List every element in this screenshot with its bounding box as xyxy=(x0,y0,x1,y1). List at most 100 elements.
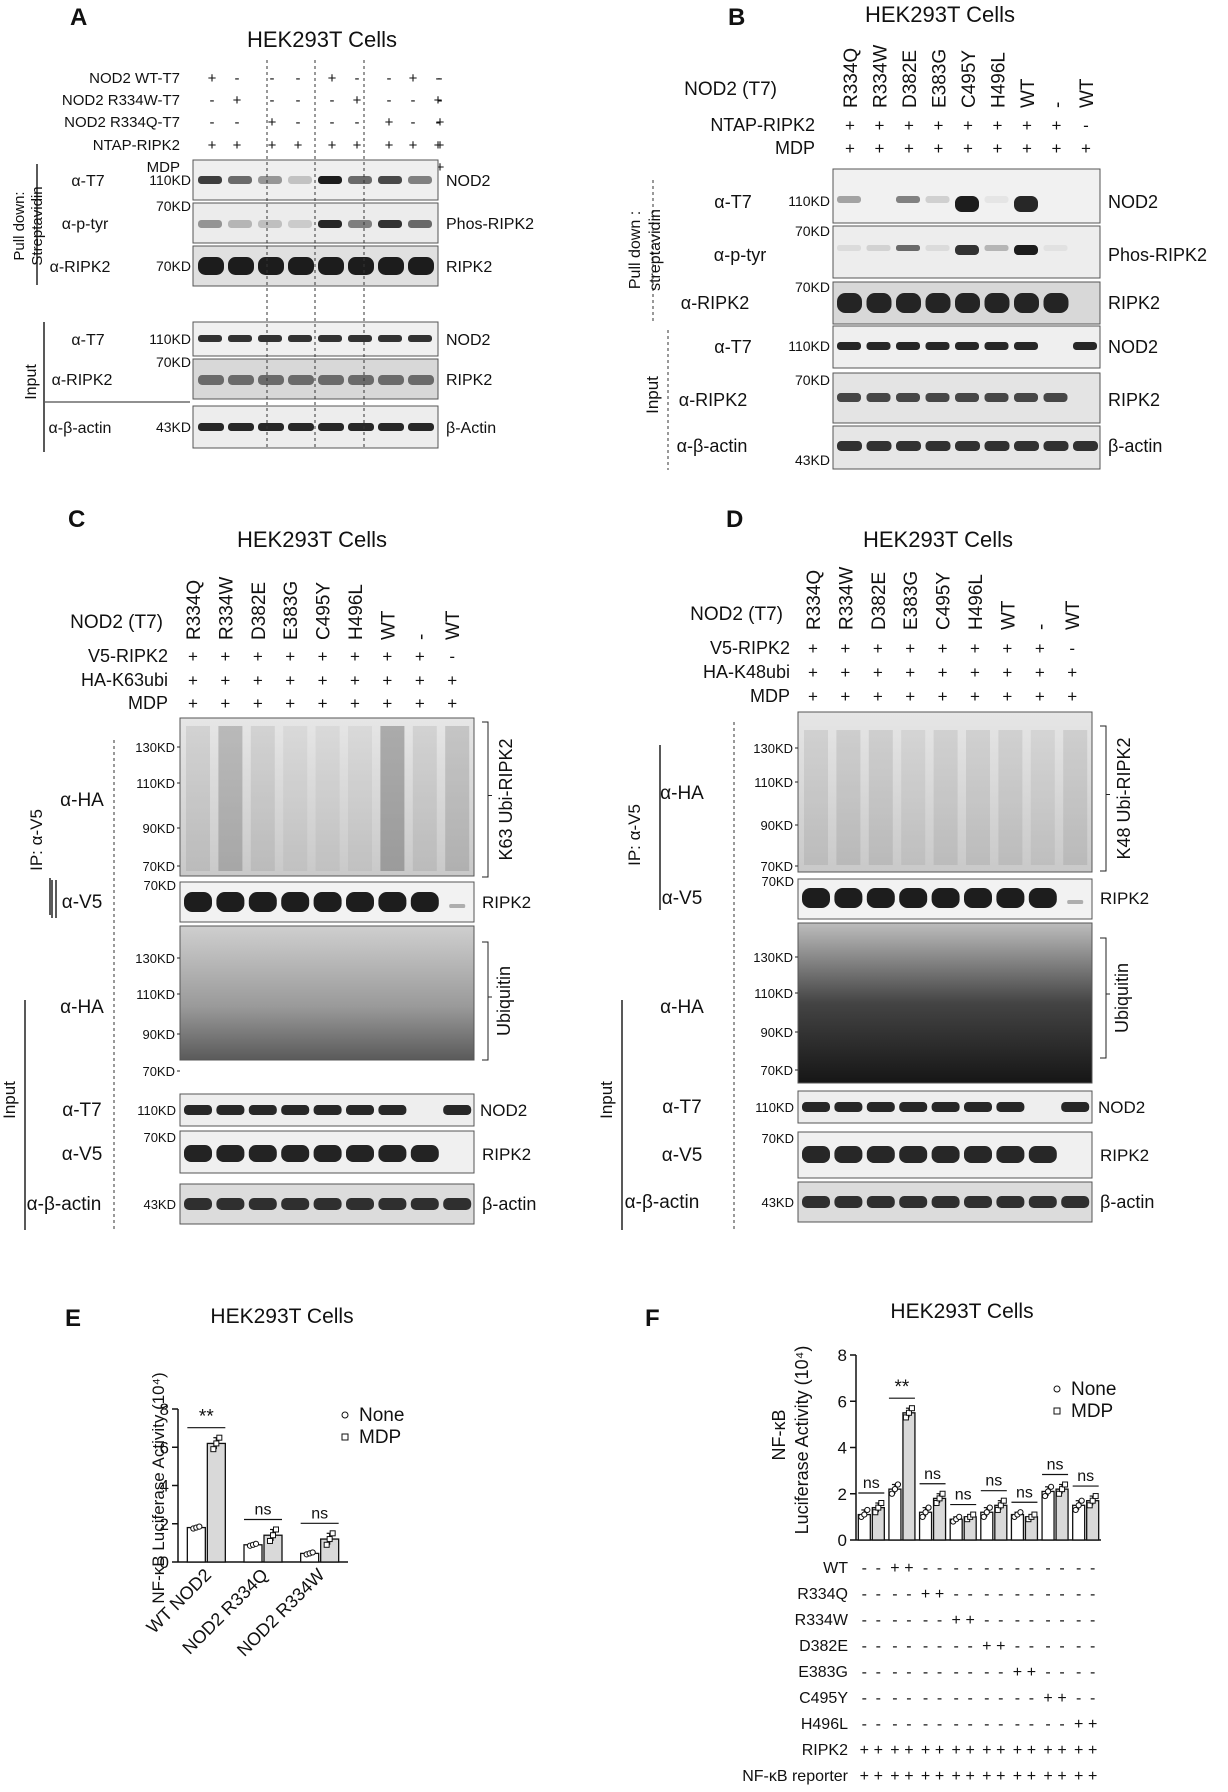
e-plot-legend-label: None xyxy=(359,1405,404,1426)
f-condition-sign: - xyxy=(1076,1586,1081,1603)
d-v5b-band xyxy=(931,1146,960,1163)
d-lane-label: H496L xyxy=(966,574,987,630)
b-row-sign: + xyxy=(845,139,855,158)
f-condition-sign: + xyxy=(935,1586,944,1603)
d-actin-band xyxy=(996,1196,1025,1208)
d-lane-label: C495Y xyxy=(934,572,955,630)
f-plot-sig: ns xyxy=(924,1466,941,1483)
e-plot-bar xyxy=(186,1526,206,1563)
f-condition-sign: + xyxy=(890,1742,899,1759)
f-condition-sign: - xyxy=(1029,1586,1034,1603)
d-ubi-smear xyxy=(966,730,990,865)
e-plot-ytick: 6 xyxy=(160,1438,169,1457)
d-name-ubi: K48 Ubi-RIPK2 xyxy=(1114,737,1134,859)
c-ab-ha: α-HA xyxy=(60,790,104,811)
b-row-sign: + xyxy=(904,139,914,158)
d-v5-band xyxy=(1067,900,1084,904)
f-condition-sign: - xyxy=(906,1716,911,1733)
d-actin-band xyxy=(802,1196,830,1208)
c-ab-v5: α-V5 xyxy=(62,892,103,913)
d-actin-band xyxy=(1028,1196,1057,1208)
a-row-sign: - xyxy=(330,114,335,131)
d-row-sign: + xyxy=(905,663,915,682)
b-ripk2-band xyxy=(984,293,1010,313)
d-row-sign: + xyxy=(1067,663,1077,682)
a-row-sign: + xyxy=(385,137,394,154)
f-condition-sign: - xyxy=(906,1664,911,1681)
b-row-sign: + xyxy=(993,116,1003,135)
e-plot-bar xyxy=(206,1442,226,1563)
b-phos-band xyxy=(896,245,920,251)
a-blot-name: Phos-RIPK2 xyxy=(446,216,534,233)
panel-c-letter: C xyxy=(68,506,85,533)
f-condition-sign: - xyxy=(937,1664,942,1681)
f-plot-point xyxy=(861,1511,868,1518)
a-row-sign: - xyxy=(438,92,443,109)
d-ip-label: IP: α-V5 xyxy=(625,804,644,866)
d-t7-band xyxy=(866,1102,895,1112)
a-actin-band xyxy=(228,423,254,431)
e-plot-ytick: 2 xyxy=(160,1515,169,1534)
d-row-sign: + xyxy=(1035,663,1045,682)
panel-d-title: HEK293T Cells xyxy=(863,527,1013,552)
e-plot-point xyxy=(326,1536,333,1543)
f-condition-sign: - xyxy=(1029,1612,1034,1629)
d-v5b-band xyxy=(866,1146,895,1163)
b-lane-label: C495Y xyxy=(959,50,980,108)
c-row-sign: + xyxy=(350,694,360,713)
b-in-nod2-band xyxy=(1014,342,1038,350)
c-t7-band xyxy=(248,1105,277,1115)
f-condition-sign: + xyxy=(1013,1664,1022,1681)
f-condition-label: NF-κB reporter xyxy=(742,1768,848,1785)
f-plot-ytick: 2 xyxy=(838,1485,847,1504)
d-name-ripk2: RIPK2 xyxy=(1100,889,1149,908)
a-in-nod2-band xyxy=(318,335,342,342)
a-blot-mw: 70KD xyxy=(156,198,191,214)
d-row-label: V5-RIPK2 xyxy=(710,638,790,658)
f-condition-sign: - xyxy=(862,1586,867,1603)
c-v5-band xyxy=(281,892,310,912)
c-actin-band xyxy=(248,1198,277,1210)
f-plot-point xyxy=(908,1405,915,1412)
f-plot-point xyxy=(970,1511,977,1518)
c-input-label: Input xyxy=(0,1081,19,1119)
f-condition-sign: - xyxy=(906,1586,911,1603)
d-ubi-smear xyxy=(933,730,958,865)
a-in-nod2-band xyxy=(198,335,222,342)
b-row-label: NTAP-RIPK2 xyxy=(710,115,815,135)
f-condition-sign: - xyxy=(954,1690,959,1707)
a-row-sign: + xyxy=(233,92,242,109)
b-blot-name: NOD2 xyxy=(1108,337,1158,357)
c-row-sign: + xyxy=(285,647,295,666)
b-ripk2-band xyxy=(1014,293,1039,313)
d-v5b-band xyxy=(834,1146,863,1163)
d-mw: 70KD xyxy=(761,874,794,889)
a-row-sign: + xyxy=(208,70,217,87)
f-condition-label: H496L xyxy=(801,1716,848,1733)
d-t7-band xyxy=(834,1102,863,1112)
f-condition-sign: + xyxy=(904,1742,913,1759)
d-row-sign: + xyxy=(808,639,818,658)
f-plot-point xyxy=(1041,1492,1049,1500)
a-row-sign: - xyxy=(436,114,441,131)
d-v5-band xyxy=(899,888,928,908)
f-condition-sign: + xyxy=(890,1768,899,1785)
a-row-sign: - xyxy=(438,70,443,87)
c-row-sign: + xyxy=(220,647,230,666)
d-lane-label: R334W xyxy=(836,567,857,630)
f-condition-sign: - xyxy=(1059,1716,1064,1733)
e-plot-sig: ns xyxy=(311,1505,328,1522)
d-actin-band xyxy=(899,1196,928,1208)
panel-a: A HEK293T Cells NOD2 WT-T7 + - - - + - - + --NOD2… xyxy=(11,4,534,452)
e-plot-legend-marker xyxy=(341,1433,349,1441)
f-plot-legend-marker xyxy=(1053,1385,1061,1393)
f-condition-sign: - xyxy=(876,1664,881,1681)
b-row-sign: + xyxy=(934,116,944,135)
d-t7-band xyxy=(931,1102,960,1112)
b-row-sign: + xyxy=(1081,139,1091,158)
a-row-sign: - xyxy=(210,114,215,131)
f-condition-sign: - xyxy=(906,1690,911,1707)
a-row-sign: - xyxy=(235,70,240,87)
d-v5b-band xyxy=(802,1146,830,1163)
a-blot-ab: α-RIPK2 xyxy=(50,259,111,276)
